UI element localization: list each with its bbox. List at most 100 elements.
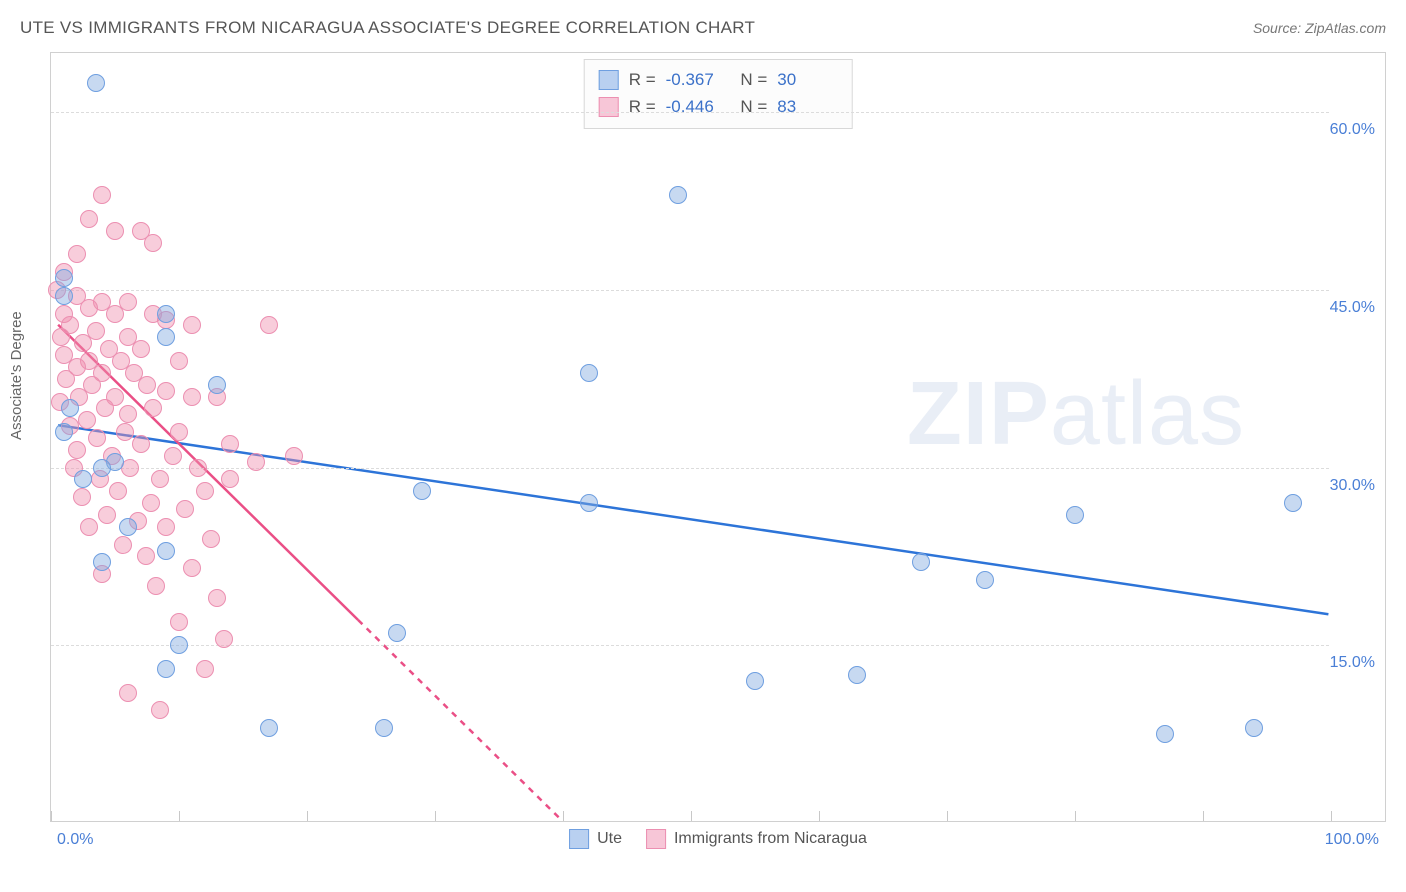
scatter-point-nic xyxy=(147,577,165,595)
y-axis-label: Associate's Degree xyxy=(8,311,25,440)
n-value: 83 xyxy=(777,93,837,120)
scatter-point-nic xyxy=(137,547,155,565)
stats-row-ute: R =-0.367 N =30 xyxy=(599,66,838,93)
scatter-point-nic xyxy=(57,370,75,388)
scatter-point-ute xyxy=(119,518,137,536)
scatter-point-nic xyxy=(132,340,150,358)
x-tick xyxy=(563,811,564,821)
scatter-point-ute xyxy=(170,636,188,654)
scatter-point-ute xyxy=(208,376,226,394)
x-tick xyxy=(1331,811,1332,821)
scatter-point-nic xyxy=(285,447,303,465)
scatter-point-ute xyxy=(1066,506,1084,524)
watermark: ZIPatlas xyxy=(907,363,1245,466)
scatter-point-ute xyxy=(157,542,175,560)
legend-item-nic: Immigrants from Nicaragua xyxy=(646,829,867,849)
legend-item-ute: Ute xyxy=(569,829,622,849)
x-tick xyxy=(51,811,52,821)
scatter-point-nic xyxy=(170,613,188,631)
scatter-point-ute xyxy=(669,186,687,204)
scatter-point-nic xyxy=(208,589,226,607)
scatter-point-nic xyxy=(157,382,175,400)
y-tick-label: 60.0% xyxy=(1330,121,1375,139)
scatter-point-nic xyxy=(80,299,98,317)
scatter-point-ute xyxy=(580,364,598,382)
gridline xyxy=(51,112,1329,113)
scatter-point-nic xyxy=(183,316,201,334)
x-tick xyxy=(179,811,180,821)
scatter-point-ute xyxy=(912,553,930,571)
scatter-point-nic xyxy=(116,423,134,441)
gridline xyxy=(51,468,1329,469)
x-tick xyxy=(435,811,436,821)
scatter-point-ute xyxy=(93,553,111,571)
source-label: Source: ZipAtlas.com xyxy=(1253,20,1386,36)
swatch-nic xyxy=(599,97,619,117)
scatter-point-ute xyxy=(74,470,92,488)
scatter-point-ute xyxy=(55,423,73,441)
x-tick xyxy=(947,811,948,821)
r-value: -0.446 xyxy=(666,93,726,120)
scatter-point-nic xyxy=(151,470,169,488)
scatter-point-ute xyxy=(157,305,175,323)
chart-area: ZIPatlas R =-0.367 N =30R =-0.446 N =83 … xyxy=(50,52,1386,822)
scatter-point-ute xyxy=(55,287,73,305)
scatter-point-nic xyxy=(189,459,207,477)
chart-title: UTE VS IMMIGRANTS FROM NICARAGUA ASSOCIA… xyxy=(20,18,755,38)
scatter-point-ute xyxy=(375,719,393,737)
scatter-point-nic xyxy=(151,701,169,719)
scatter-point-nic xyxy=(121,459,139,477)
scatter-point-nic xyxy=(119,405,137,423)
trend-lines xyxy=(51,53,1385,821)
scatter-point-ute xyxy=(848,666,866,684)
legend-label: Immigrants from Nicaragua xyxy=(674,830,867,848)
scatter-point-nic xyxy=(260,316,278,334)
scatter-point-ute xyxy=(1284,494,1302,512)
scatter-point-nic xyxy=(93,186,111,204)
scatter-point-nic xyxy=(98,506,116,524)
n-value: 30 xyxy=(777,66,837,93)
y-tick-label: 45.0% xyxy=(1330,299,1375,317)
legend-label: Ute xyxy=(597,830,622,848)
swatch-nic xyxy=(646,829,666,849)
x-tick xyxy=(1075,811,1076,821)
x-min-label: 0.0% xyxy=(57,831,93,849)
n-label: N = xyxy=(736,93,768,120)
scatter-point-ute xyxy=(260,719,278,737)
scatter-point-nic xyxy=(73,488,91,506)
bottom-legend: Ute Immigrants from Nicaragua xyxy=(569,829,867,849)
scatter-point-nic xyxy=(96,399,114,417)
scatter-point-nic xyxy=(119,684,137,702)
scatter-point-nic xyxy=(52,328,70,346)
scatter-point-nic xyxy=(80,210,98,228)
n-label: N = xyxy=(736,66,768,93)
x-tick xyxy=(819,811,820,821)
scatter-point-ute xyxy=(157,660,175,678)
scatter-point-nic xyxy=(221,435,239,453)
gridline xyxy=(51,645,1329,646)
scatter-point-nic xyxy=(68,441,86,459)
scatter-point-nic xyxy=(170,423,188,441)
scatter-point-ute xyxy=(157,328,175,346)
x-tick xyxy=(1203,811,1204,821)
gridline xyxy=(51,290,1329,291)
scatter-point-nic xyxy=(176,500,194,518)
swatch-ute xyxy=(569,829,589,849)
r-label: R = xyxy=(629,93,656,120)
scatter-point-ute xyxy=(1156,725,1174,743)
scatter-point-nic xyxy=(170,352,188,370)
scatter-point-nic xyxy=(202,530,220,548)
scatter-point-ute xyxy=(93,459,111,477)
scatter-point-nic xyxy=(247,453,265,471)
x-tick xyxy=(691,811,692,821)
scatter-point-nic xyxy=(164,447,182,465)
scatter-point-nic xyxy=(80,518,98,536)
scatter-point-nic xyxy=(215,630,233,648)
scatter-point-nic xyxy=(144,234,162,252)
r-value: -0.367 xyxy=(666,66,726,93)
scatter-point-nic xyxy=(138,376,156,394)
scatter-point-nic xyxy=(68,245,86,263)
scatter-point-nic xyxy=(196,482,214,500)
scatter-point-nic xyxy=(74,334,92,352)
scatter-point-nic xyxy=(109,482,127,500)
